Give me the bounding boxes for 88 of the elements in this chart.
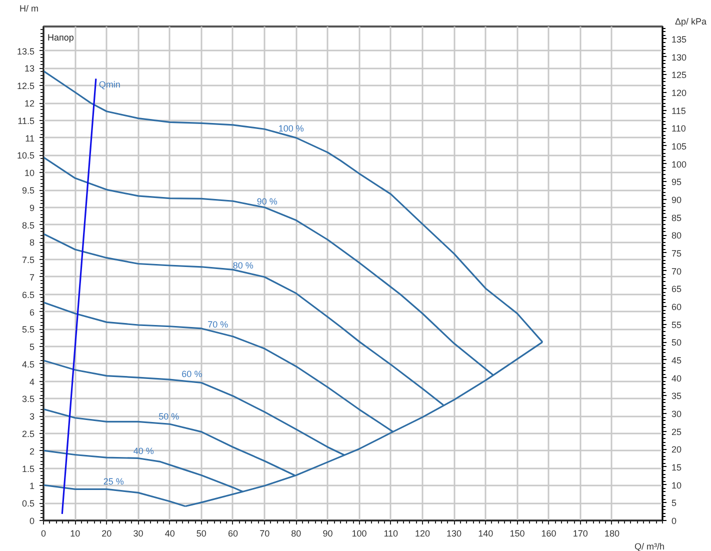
x-tick-label: 100: [352, 528, 367, 538]
y-tick-label: 3: [29, 412, 35, 422]
y-tick-label: 7.5: [22, 255, 35, 266]
x-tick-label: 90: [322, 528, 333, 538]
y-tick-label: 13: [24, 64, 35, 74]
y2-tick-label: 85: [672, 212, 682, 223]
y2-tick-label: 125: [672, 70, 687, 80]
y-tick-label: 1: [29, 481, 35, 492]
y-tick-label: 8: [29, 238, 35, 248]
y2-tick-label: 80: [672, 230, 682, 241]
y2-tick-label: 100: [672, 159, 687, 170]
y2-tick-label: 30: [672, 408, 682, 419]
y-tick-label: 6.5: [22, 290, 35, 300]
y-tick-label: 12: [24, 98, 35, 109]
y2-tick-label: 95: [672, 177, 682, 188]
x-tick-label: 50: [196, 528, 206, 538]
x-axis-title: Q/ m³/h: [634, 542, 665, 551]
y-tick-label: 8.5: [22, 220, 35, 230]
y2-tick-label: 65: [672, 284, 682, 294]
y-tick-label: 13.5: [16, 46, 35, 56]
y2-tick-label: 50: [672, 338, 682, 348]
y-tick-label: 4.5: [22, 359, 35, 370]
x-tick-label: 80: [291, 528, 302, 538]
y-tick-label: 0.5: [22, 498, 35, 509]
y-tick-label: 12.5: [16, 81, 35, 92]
x-tick-label: 30: [133, 528, 144, 538]
y-tick-label: 11: [25, 133, 34, 144]
y-tick-label: 10.5: [16, 150, 35, 161]
y2-tick-label: 70: [672, 266, 682, 276]
x-tick-label: 180: [604, 528, 620, 538]
y-tick-label: 6: [29, 307, 35, 318]
y2-tick-label: 25: [672, 426, 682, 437]
x-tick-label: 40: [164, 528, 175, 538]
x-tick-label: 60: [228, 528, 238, 538]
y2-tick-label: 135: [672, 34, 687, 44]
y2-tick-label: 35: [672, 391, 682, 402]
y-tick-label: 11.5: [18, 116, 35, 126]
y2-tick-label: 20: [672, 444, 682, 455]
x-tick-label: 140: [478, 528, 494, 538]
x-tick-label: 110: [384, 528, 398, 538]
y2-tick-label: 55: [672, 320, 682, 330]
y2-tick-label: 15: [672, 462, 682, 472]
y-tick-label: 2.5: [22, 429, 35, 440]
y2-tick-label: 115: [672, 106, 686, 116]
y2-tick-label: 40: [672, 373, 682, 384]
annotation: 60 %: [182, 369, 202, 380]
y-tick-label: 5: [29, 342, 35, 352]
x-tick-label: 70: [260, 528, 270, 538]
x-tick-label: 20: [102, 528, 112, 538]
annotation: 80 %: [232, 260, 254, 271]
y2-tick-label: 45: [672, 355, 682, 366]
y-tick-label: 3.5: [22, 394, 35, 404]
y-tick-label: 9: [29, 202, 35, 213]
y2-axis-title: Δp/ kPa: [674, 16, 707, 26]
y-tick-label: 0: [29, 516, 35, 526]
y2-tick-label: 130: [672, 52, 687, 62]
series-label: Qmin: [98, 80, 120, 90]
x-tick-label: 10: [70, 528, 80, 538]
y-tick-label: 2: [29, 446, 35, 456]
x-tick-label: 160: [541, 528, 556, 538]
annotation: 40 %: [133, 446, 154, 456]
y-tick-label: 7: [29, 272, 35, 282]
y2-tick-label: 5: [672, 498, 677, 508]
y2-tick-label: 105: [672, 141, 687, 152]
annotation: 50 %: [158, 411, 180, 422]
y2-tick-label: 0: [672, 516, 677, 526]
y2-tick-label: 10: [672, 480, 682, 490]
y-tick-label: 9.5: [22, 186, 35, 196]
annotation: Напор: [48, 32, 74, 42]
y2-tick-label: 75: [672, 248, 682, 258]
y2-tick-label: 90: [672, 194, 682, 205]
y2-tick-label: 110: [672, 124, 686, 134]
annotation: 25 %: [103, 476, 124, 487]
annotation: 90 %: [256, 196, 278, 206]
x-tick-label: 130: [446, 528, 462, 538]
y-tick-label: 5.5: [22, 324, 35, 335]
annotation: 100 %: [278, 124, 304, 134]
annotation: 70 %: [208, 319, 228, 330]
y-tick-label: 1.5: [22, 464, 35, 474]
y-tick-label: 4: [29, 376, 35, 387]
y-tick-label: 10: [24, 168, 35, 178]
x-tick-label: 150: [510, 528, 525, 538]
x-tick-label: 120: [414, 528, 430, 538]
x-tick-label: 170: [572, 528, 588, 538]
y2-tick-label: 60: [672, 302, 682, 312]
x-tick-label: 0: [40, 528, 46, 538]
y2-tick-label: 120: [672, 88, 687, 98]
y-axis-title: H/ m: [20, 4, 38, 14]
